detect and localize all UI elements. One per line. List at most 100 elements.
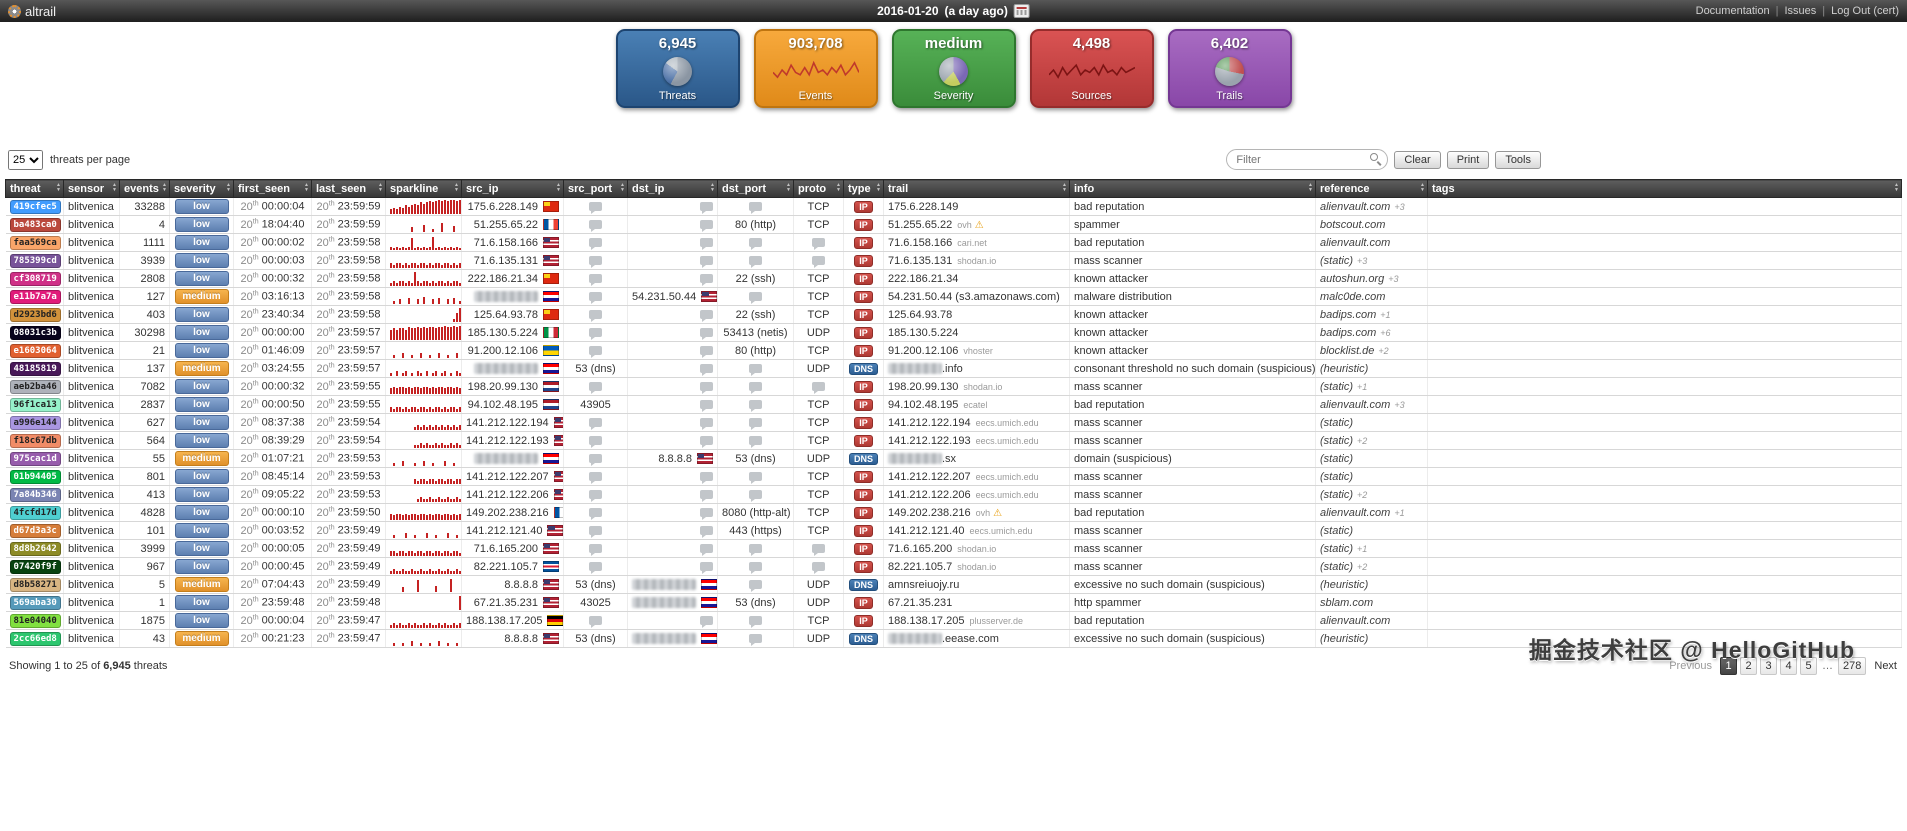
threat-row[interactable]: 81e04040 blitvenica 1875 low 20th 00:00:04 20… xyxy=(5,611,1902,630)
threat-id-badge[interactable]: 08031c3b xyxy=(9,325,61,340)
card-events[interactable]: 903,708 Events xyxy=(753,29,878,108)
threat-row[interactable]: d2923bd6 blitvenica 403 low 20th 23:40:34 20t… xyxy=(5,305,1902,324)
sort-arrows-icon[interactable]: ▲ ▼ xyxy=(876,182,881,193)
threat-id-badge[interactable]: d8b58271 xyxy=(9,577,61,592)
comment-bubble-icon[interactable] xyxy=(749,256,762,269)
comment-bubble-icon[interactable] xyxy=(812,256,825,269)
threat-id-badge[interactable]: 785399cd xyxy=(9,253,61,268)
trail-value[interactable]: 91.200.12.106 xyxy=(888,344,959,357)
threat-row[interactable]: d67d3a3c blitvenica 101 low 20th 00:03:52 20t… xyxy=(5,521,1902,540)
comment-bubble-icon[interactable] xyxy=(749,544,762,557)
comment-bubble-icon[interactable] xyxy=(700,490,713,503)
page-button-278[interactable]: 278 xyxy=(1838,657,1867,675)
column-header-src_port[interactable]: src_port ▲ ▼ xyxy=(563,179,628,198)
print-button[interactable]: Print xyxy=(1446,150,1490,169)
comment-bubble-icon[interactable] xyxy=(749,382,762,395)
column-header-events[interactable]: events ▲ ▼ xyxy=(119,179,170,198)
threat-row[interactable]: 01b94405 blitvenica 801 low 20th 08:45:14 20t… xyxy=(5,467,1902,486)
page-button-2[interactable]: 2 xyxy=(1740,657,1758,675)
reference-value[interactable]: badips.com xyxy=(1320,308,1377,321)
column-header-sensor[interactable]: sensor ▲ ▼ xyxy=(63,179,120,198)
comment-bubble-icon[interactable] xyxy=(700,544,713,557)
comment-bubble-icon[interactable] xyxy=(700,508,713,521)
comment-bubble-icon[interactable] xyxy=(700,328,713,341)
sort-arrows-icon[interactable]: ▲ ▼ xyxy=(304,182,309,193)
comment-bubble-icon[interactable] xyxy=(749,238,762,251)
reference-value[interactable]: (heuristic) xyxy=(1320,362,1369,375)
comment-bubble-icon[interactable] xyxy=(589,238,602,251)
trail-value[interactable]: 141.212.122.206 xyxy=(888,488,971,501)
comment-bubble-icon[interactable] xyxy=(700,436,713,449)
reference-value[interactable]: (heuristic) xyxy=(1320,578,1369,591)
sort-arrows-icon[interactable]: ▲ ▼ xyxy=(1420,182,1425,193)
trail-value[interactable]: 141.212.122.194 xyxy=(888,416,971,429)
comment-bubble-icon[interactable] xyxy=(700,562,713,575)
trail-value[interactable]: 198.20.99.130 xyxy=(888,380,959,393)
threat-row[interactable]: 48185819 blitvenica 137 medium 20th 03:24:55… xyxy=(5,359,1902,378)
comment-bubble-icon[interactable] xyxy=(589,274,602,287)
sort-arrows-icon[interactable]: ▲ ▼ xyxy=(226,182,231,193)
reference-value[interactable]: (static) xyxy=(1320,416,1353,429)
reference-value[interactable]: (static) xyxy=(1320,434,1353,447)
trail-value[interactable]: 94.102.48.195 xyxy=(888,398,959,411)
comment-bubble-icon[interactable] xyxy=(589,454,602,467)
comment-bubble-icon[interactable] xyxy=(749,616,762,629)
threat-id-badge[interactable]: cf308719 xyxy=(9,271,61,286)
comment-bubble-icon[interactable] xyxy=(812,382,825,395)
reference-value[interactable]: (heuristic) xyxy=(1320,632,1369,645)
threat-id-badge[interactable]: 975cac1d xyxy=(9,451,61,466)
comment-bubble-icon[interactable] xyxy=(589,292,602,305)
threat-id-badge[interactable]: faa569ca xyxy=(9,235,61,250)
reference-value[interactable]: autoshun.org xyxy=(1320,272,1385,285)
trail-value[interactable]: .eease.com xyxy=(942,632,999,645)
sort-arrows-icon[interactable]: ▲ ▼ xyxy=(1894,182,1899,193)
threat-row[interactable]: 419cfec5 blitvenica 33288 low 20th 00:00:04 2… xyxy=(5,197,1902,216)
sort-arrows-icon[interactable]: ▲ ▼ xyxy=(1062,182,1067,193)
sort-arrows-icon[interactable]: ▲ ▼ xyxy=(556,182,561,193)
threat-id-badge[interactable]: 8d8b2642 xyxy=(9,541,61,556)
reference-value[interactable]: (static) xyxy=(1320,488,1353,501)
comment-bubble-icon[interactable] xyxy=(749,490,762,503)
card-severity[interactable]: medium Severity xyxy=(891,29,1016,108)
tools-button[interactable]: Tools xyxy=(1495,150,1541,169)
trail-value[interactable]: 141.212.122.207 xyxy=(888,470,971,483)
trail-value[interactable]: 149.202.238.216 xyxy=(888,506,971,519)
comment-bubble-icon[interactable] xyxy=(589,616,602,629)
trail-value[interactable]: 71.6.135.131 xyxy=(888,254,953,267)
comment-bubble-icon[interactable] xyxy=(749,364,762,377)
threat-row[interactable]: faa569ca blitvenica 1111 low 20th 00:00:02 20… xyxy=(5,233,1902,252)
comment-bubble-icon[interactable] xyxy=(589,490,602,503)
trail-value[interactable]: amnsreiuojy.ru xyxy=(888,578,960,591)
trail-value[interactable]: 67.21.35.231 xyxy=(888,596,953,609)
sort-arrows-icon[interactable]: ▲ ▼ xyxy=(56,182,61,193)
sort-arrows-icon[interactable]: ▲ ▼ xyxy=(162,182,167,193)
comment-bubble-icon[interactable] xyxy=(589,418,602,431)
comment-bubble-icon[interactable] xyxy=(589,346,602,359)
reference-value[interactable]: (static) xyxy=(1320,452,1353,465)
trail-value[interactable]: 188.138.17.205 xyxy=(888,614,965,627)
threat-id-badge[interactable]: 81e04040 xyxy=(9,613,61,628)
comment-bubble-icon[interactable] xyxy=(749,562,762,575)
page-button-4[interactable]: 4 xyxy=(1780,657,1798,675)
threat-id-badge[interactable]: 01b94405 xyxy=(9,469,61,484)
threat-row[interactable]: 2cc66ed8 blitvenica 43 medium 20th 00:21:23 2… xyxy=(5,629,1902,648)
topbar-link-documentation[interactable]: Documentation xyxy=(1695,5,1770,17)
comment-bubble-icon[interactable] xyxy=(812,238,825,251)
trail-value[interactable]: .info xyxy=(942,362,963,375)
comment-bubble-icon[interactable] xyxy=(589,526,602,539)
next-page-button[interactable]: Next xyxy=(1874,660,1897,672)
reference-value[interactable]: alienvault.com xyxy=(1320,236,1391,249)
comment-bubble-icon[interactable] xyxy=(589,202,602,215)
threat-id-badge[interactable]: 4fcfd17d xyxy=(9,505,61,520)
threat-id-badge[interactable]: a996e144 xyxy=(9,415,61,430)
threat-row[interactable]: 7a84b346 blitvenica 413 low 20th 09:05:22 20t… xyxy=(5,485,1902,504)
threat-id-badge[interactable]: 48185819 xyxy=(9,361,61,376)
page-button-1[interactable]: 1 xyxy=(1720,657,1738,675)
card-sources[interactable]: 4,498 Sources xyxy=(1029,29,1154,108)
topbar-link-log-out-cert-[interactable]: Log Out (cert) xyxy=(1831,5,1899,17)
column-header-sparkline[interactable]: sparkline ▲ ▼ xyxy=(385,179,462,198)
threat-row[interactable]: e1603064 blitvenica 21 low 20th 01:46:09 20th… xyxy=(5,341,1902,360)
reference-value[interactable]: (static) xyxy=(1320,542,1353,555)
comment-bubble-icon[interactable] xyxy=(749,436,762,449)
trail-value[interactable]: 175.6.228.149 xyxy=(888,200,959,213)
